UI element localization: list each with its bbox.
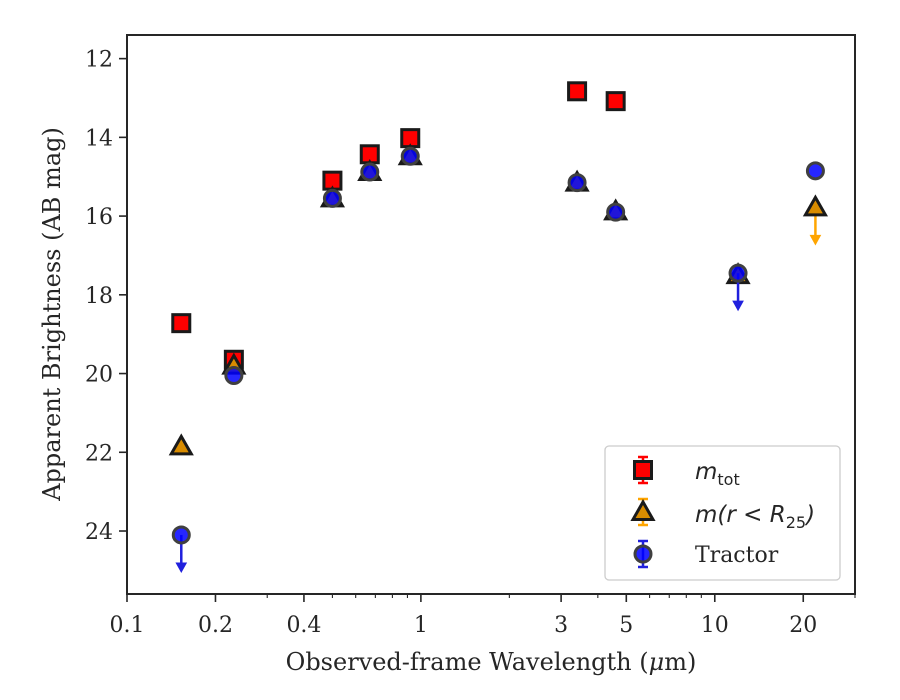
data-point-tractor bbox=[728, 263, 748, 283]
x-tick-label: 20 bbox=[789, 613, 817, 638]
plot-layer bbox=[168, 81, 828, 573]
legend-label-mr25-sub: 25 bbox=[786, 513, 806, 532]
x-tick-label: 5 bbox=[619, 613, 633, 638]
data-point-tractor bbox=[805, 161, 825, 181]
data-point-mr25 bbox=[168, 433, 194, 456]
x-tick-label: 0.2 bbox=[198, 613, 233, 638]
legend-label-mtot: mtot bbox=[695, 459, 740, 489]
data-point-mtot bbox=[171, 313, 192, 334]
legend: mtot m(r < R25) Tractor bbox=[604, 445, 841, 581]
y-tick-label: 14 bbox=[85, 126, 113, 151]
data-point-tractor bbox=[322, 188, 342, 208]
y-tick-label: 12 bbox=[85, 48, 113, 73]
data-point-tractor bbox=[606, 202, 626, 222]
plot-frame bbox=[126, 34, 856, 595]
series-mtot bbox=[171, 81, 626, 370]
upper-limit-arrow-tractor-head bbox=[175, 562, 188, 573]
legend-label-mr25-main: m(r < R bbox=[695, 502, 786, 528]
series-tractor bbox=[171, 146, 825, 573]
legend-box bbox=[604, 445, 841, 581]
y-tick-label: 22 bbox=[85, 441, 113, 466]
legend-label-mtot-sub: tot bbox=[717, 470, 739, 489]
x-tick-label: 0.4 bbox=[286, 613, 321, 638]
y-tick-label: 24 bbox=[85, 520, 113, 545]
upper-limit-arrow-mr25-head bbox=[809, 234, 822, 246]
x-axis-title: Observed-frame Wavelength (μm) bbox=[286, 648, 697, 676]
legend-marker-mr25 bbox=[630, 498, 656, 521]
x-tick-label: 10 bbox=[701, 613, 729, 638]
upper-limit-arrow-tractor-head bbox=[732, 300, 744, 312]
data-point-tractor bbox=[400, 146, 420, 166]
x-axis-title-prefix: Observed-frame Wavelength ( bbox=[286, 648, 649, 676]
legend-label-mr25-tail: ) bbox=[804, 502, 815, 528]
x-tick-label: 1 bbox=[414, 613, 428, 638]
legend-marker-mtot bbox=[633, 460, 653, 480]
legend-label-mtot-main: m bbox=[695, 459, 717, 485]
x-tick-label: 3 bbox=[554, 613, 568, 638]
legend-marker-tractor bbox=[633, 544, 653, 564]
data-point-tractor bbox=[360, 162, 380, 182]
x-axis-ticks: 0.1 0.2 0.4 1 3 5 10 20 bbox=[110, 594, 856, 638]
y-tick-label: 18 bbox=[85, 284, 113, 309]
y-tick-label: 20 bbox=[85, 363, 113, 388]
legend-swatches bbox=[630, 455, 656, 569]
legend-label-tractor: Tractor bbox=[695, 543, 779, 568]
x-axis-title-suffix: m) bbox=[664, 648, 696, 676]
data-point-mr25 bbox=[802, 194, 828, 217]
data-point-mtot bbox=[605, 91, 626, 112]
y-axis-ticks: 12 14 16 18 20 22 24 bbox=[85, 48, 127, 545]
x-tick-label: 0.1 bbox=[110, 613, 145, 638]
data-point-tractor bbox=[224, 366, 244, 386]
data-point-mtot bbox=[567, 81, 588, 102]
y-tick-label: 16 bbox=[85, 205, 113, 230]
data-point-tractor bbox=[567, 173, 587, 193]
x-axis-title-mu: μ bbox=[649, 648, 665, 676]
legend-label-mr25: m(r < R25) bbox=[695, 502, 815, 532]
y-axis-title: Apparent Brightness (AB mag) bbox=[38, 127, 66, 502]
data-point-tractor bbox=[171, 525, 191, 545]
